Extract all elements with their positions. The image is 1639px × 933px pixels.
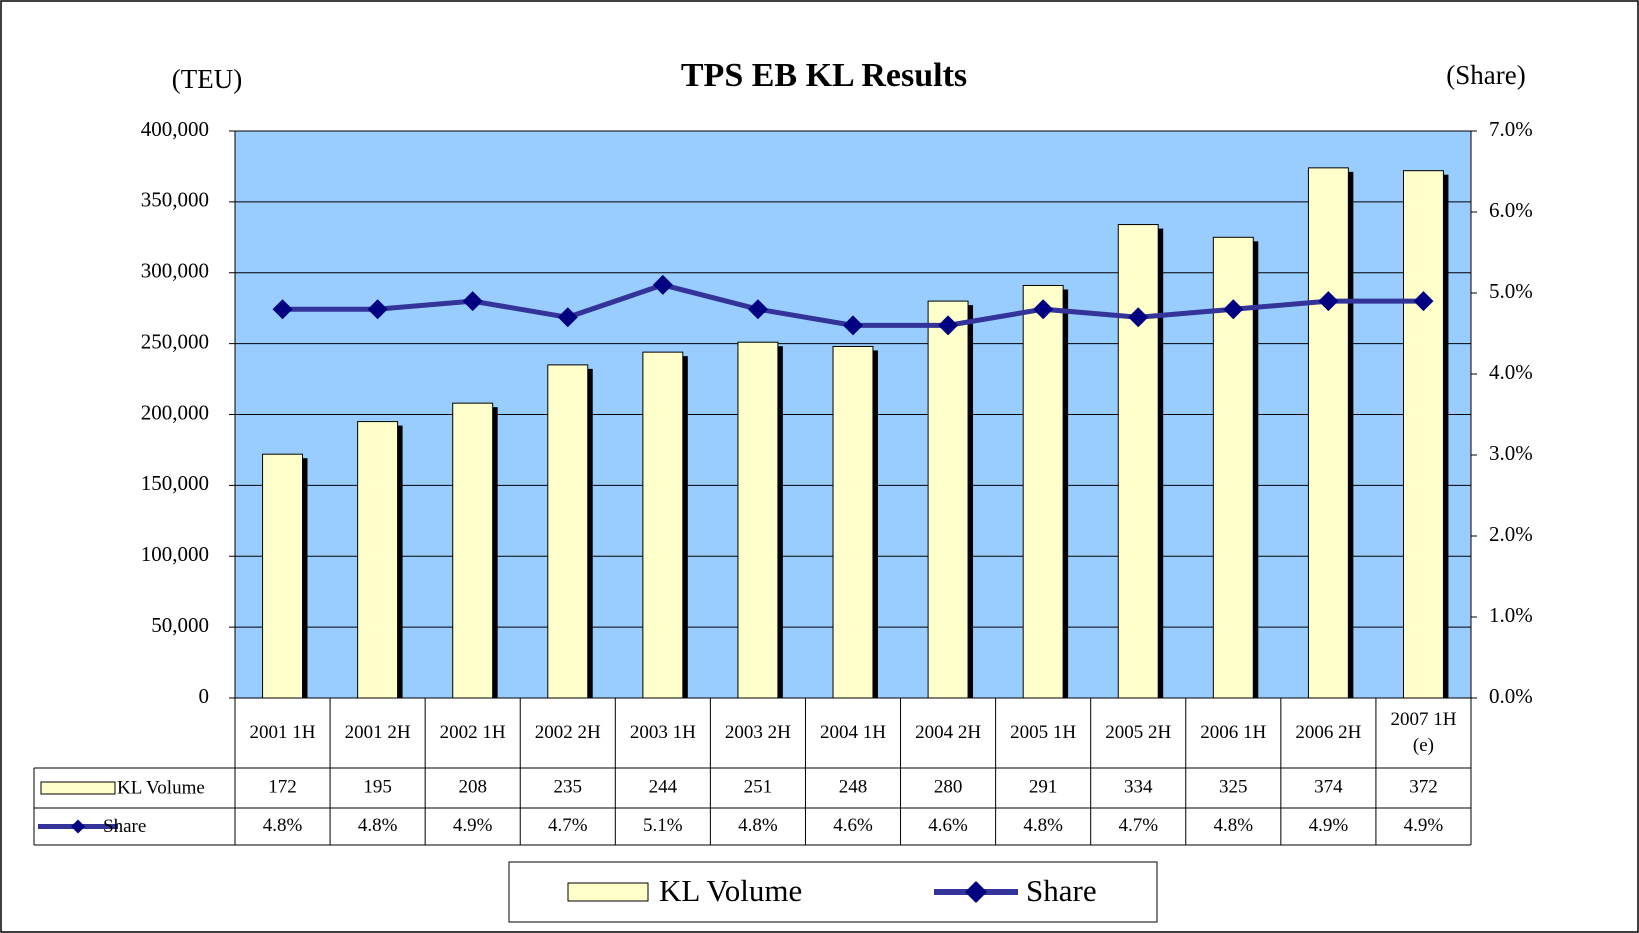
share-marker	[367, 299, 388, 320]
table-volume-cell: 244	[649, 776, 678, 797]
share-marker	[843, 315, 863, 336]
bar	[737, 341, 779, 699]
y2-tick-label: 3.0%	[1489, 441, 1533, 465]
y2-axis-label: (Share)	[1446, 60, 1525, 90]
bar	[262, 453, 304, 699]
table-volume-cell: 172	[268, 776, 297, 797]
table-share-cell: 4.7%	[1118, 815, 1158, 836]
table-share-cell: 4.8%	[263, 815, 303, 836]
table-volume-cell: 374	[1314, 776, 1343, 797]
y-tick-label: 0	[199, 684, 210, 708]
y-tick-label: 250,000	[141, 329, 209, 353]
chart-title: TPS EB KL Results	[681, 57, 967, 94]
share-marker	[462, 291, 483, 312]
x-tick-label: 2004 2H	[915, 722, 982, 743]
table-volume-cell: 372	[1409, 776, 1438, 797]
share-marker	[1128, 307, 1149, 328]
y-tick-label: 100,000	[141, 542, 209, 566]
y2-tick-label: 4.0%	[1489, 360, 1533, 384]
bar	[927, 300, 969, 699]
x-tick-label: 2007 1H (e)	[1390, 709, 1457, 756]
bar	[547, 364, 589, 699]
table-share-cell: 4.9%	[1404, 815, 1444, 836]
x-tick-label: 2002 1H	[439, 722, 506, 743]
x-tick-label: 2006 2H	[1295, 722, 1362, 743]
table-share-cell: 4.8%	[738, 815, 778, 836]
y2-tick-label: 7.0%	[1489, 117, 1533, 141]
y2-tick-label: 6.0%	[1489, 198, 1533, 222]
y-tick-label: 400,000	[141, 117, 209, 141]
table-volume-cell: 235	[554, 776, 583, 797]
table-share-cell: 4.6%	[833, 815, 873, 836]
table-volume-cell: 208	[458, 776, 487, 797]
share-marker	[938, 315, 959, 336]
x-tick-label: 2003 1H	[629, 722, 696, 743]
table-share-cell: 4.9%	[1309, 815, 1349, 836]
table-series-name: Share	[103, 816, 146, 837]
bar	[452, 402, 494, 699]
table-volume-cell: 325	[1219, 776, 1248, 797]
y-tick-label: 150,000	[141, 471, 209, 495]
share-marker	[1318, 291, 1339, 312]
x-tick-label: 2001 2H	[344, 722, 411, 743]
bar	[357, 421, 399, 699]
y-axis-label: (TEU)	[172, 64, 242, 94]
y-tick-label: 350,000	[141, 188, 209, 212]
share-marker	[652, 274, 673, 295]
share-marker	[1413, 291, 1434, 312]
table-volume-cell: 195	[363, 776, 392, 797]
x-tick-label: 2001 1H	[249, 722, 316, 743]
table-volume-cell: 280	[934, 776, 963, 797]
x-tick-label: 2006 1H	[1200, 722, 1267, 743]
x-tick-label: 2005 1H	[1010, 722, 1077, 743]
table-series-name: KL Volume	[117, 777, 205, 798]
bar	[832, 345, 874, 699]
table-share-cell: 4.8%	[358, 815, 398, 836]
table-volume-cell: 291	[1029, 776, 1058, 797]
x-tick-label: 2004 1H	[819, 722, 886, 743]
table-share-cell: 4.8%	[1214, 815, 1254, 836]
y2-tick-label: 1.0%	[1489, 603, 1533, 627]
x-tick-label: 2002 2H	[534, 722, 601, 743]
share-marker	[272, 299, 293, 320]
x-tick-label: 2005 2H	[1105, 722, 1172, 743]
legend-key	[567, 882, 649, 902]
table-volume-cell: 334	[1124, 776, 1153, 797]
bar	[642, 351, 684, 699]
table-volume-cell: 248	[839, 776, 868, 797]
y2-tick-label: 2.0%	[1489, 522, 1533, 546]
legend-label: Share	[1026, 873, 1097, 908]
x-tick-label: 2003 2H	[724, 722, 791, 743]
table-share-cell: 4.8%	[1023, 815, 1063, 836]
table-share-cell: 5.1%	[643, 815, 683, 836]
y2-tick-label: 5.0%	[1489, 279, 1533, 303]
bar	[1117, 224, 1159, 699]
table-legend-key	[71, 819, 85, 834]
y2-tick-label: 0.0%	[1489, 684, 1533, 708]
bar	[1022, 285, 1064, 699]
share-marker	[1033, 299, 1054, 320]
share-marker	[1223, 299, 1244, 320]
table-share-cell: 4.9%	[453, 815, 493, 836]
share-marker	[747, 299, 768, 320]
y-tick-label: 50,000	[151, 613, 209, 637]
y-tick-label: 300,000	[141, 259, 209, 283]
table-share-cell: 4.6%	[928, 815, 968, 836]
table-volume-cell: 251	[744, 776, 773, 797]
table-legend-key	[40, 781, 116, 795]
bar	[1307, 167, 1349, 699]
y-tick-label: 200,000	[141, 400, 209, 424]
legend-key	[965, 881, 987, 903]
bar	[1402, 170, 1444, 699]
legend-label: KL Volume	[659, 873, 802, 908]
share-marker	[557, 307, 578, 328]
table-share-cell: 4.7%	[548, 815, 588, 836]
